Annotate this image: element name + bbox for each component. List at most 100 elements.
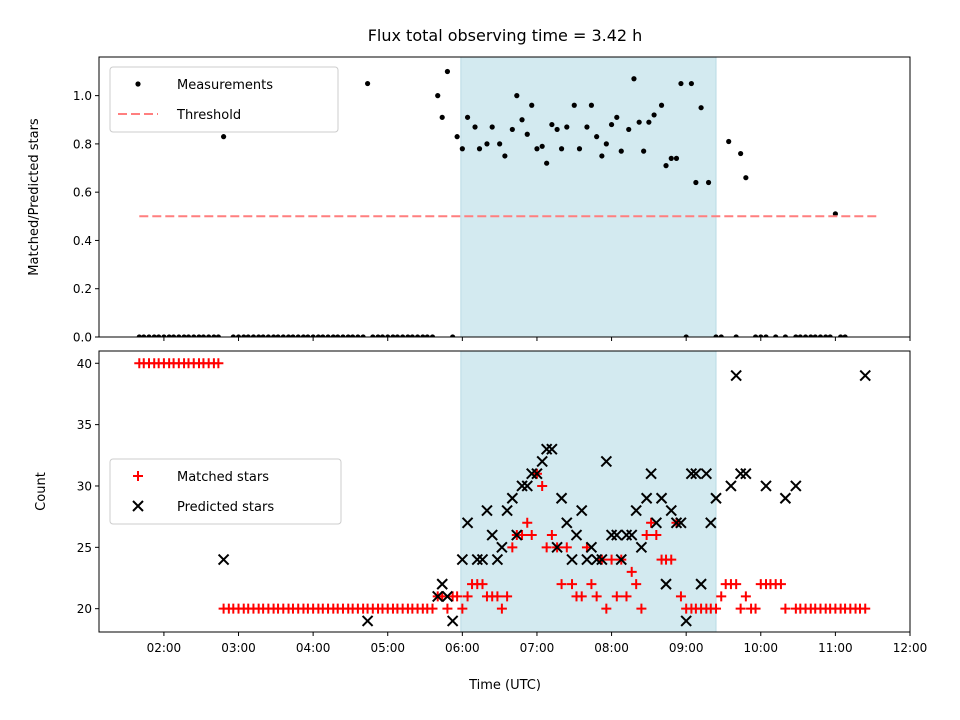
measurements-point	[141, 334, 147, 337]
measurements-point	[345, 334, 351, 337]
series-layer	[134, 358, 871, 627]
y-tick-label: 40	[77, 357, 92, 371]
measurements-point	[539, 143, 545, 149]
measurements-point	[444, 68, 451, 75]
measurements-point	[718, 334, 724, 337]
legend: Measurements Threshold	[109, 66, 339, 133]
measurements-point	[355, 334, 361, 337]
predicted-stars-point	[730, 369, 742, 382]
measurements-point	[350, 334, 356, 337]
predicted-stars-point	[361, 615, 374, 627]
chart-panels: 0.0 0.2 0.4 0.6 0.8 1.0 Matched/Predicted star…	[27, 56, 928, 655]
measurements-point	[166, 334, 172, 337]
predicted-stars-point	[570, 529, 583, 541]
predicted-stars-point	[506, 492, 519, 504]
predicted-stars-point	[670, 517, 683, 529]
matched-stars-point	[496, 603, 507, 614]
measurements-point	[181, 334, 187, 337]
predicted-stars-point	[626, 529, 638, 541]
measurements-point	[571, 102, 577, 108]
measurements-point	[509, 126, 515, 133]
legend-box	[109, 458, 342, 525]
measurements-point	[524, 131, 530, 137]
measurements-point	[424, 334, 430, 337]
matched-stars-point	[576, 591, 587, 602]
measurements-point	[230, 334, 236, 337]
matched-stars-point	[457, 603, 468, 614]
x-tick-label: 12:00	[893, 641, 928, 655]
measurements-point	[280, 334, 286, 337]
measurements-point	[171, 334, 177, 337]
measurements-point	[842, 334, 848, 337]
measurements-point	[608, 121, 615, 128]
y-tick-label: 0.8	[73, 137, 92, 151]
predicted-stars-point	[476, 553, 489, 566]
predicted-stars-point	[486, 529, 498, 541]
matched-stars-point	[636, 603, 647, 614]
measurements-point	[534, 146, 540, 152]
measurements-point	[360, 334, 366, 337]
measurements-point	[489, 124, 495, 130]
measurements-point	[484, 141, 490, 147]
measurements-point	[758, 334, 764, 337]
measurements-point	[797, 334, 803, 337]
predicted-stars-point	[700, 467, 713, 480]
matched-stars-point	[452, 591, 463, 602]
predicted-stars-point	[635, 541, 648, 554]
y-tick-label: 0.6	[73, 186, 92, 200]
measurements-point	[215, 334, 221, 337]
matched-stars-point	[213, 358, 224, 369]
legend-swatch	[133, 471, 143, 481]
chart-title: Flux total observing time = 3.42 h	[368, 26, 643, 45]
measurements-point	[812, 334, 818, 337]
measurements-point	[250, 334, 257, 337]
y-axis-label: Matched/Predicted stars	[27, 118, 42, 276]
measurements-point	[400, 334, 406, 337]
predicted-stars-point	[446, 615, 459, 627]
axes-frame	[98, 56, 911, 338]
measurements-point	[688, 80, 694, 87]
predicted-stars-point	[655, 492, 668, 504]
matched-stars-point	[675, 591, 686, 602]
measurements-point	[713, 334, 719, 337]
measurements-point	[705, 179, 712, 186]
measurements-point	[196, 334, 202, 337]
measurements-point	[773, 334, 779, 337]
predicted-stars-point	[611, 529, 623, 541]
x-tick-label: 03:00	[221, 641, 256, 655]
measurements-point	[668, 155, 674, 161]
matched-stars-point	[621, 591, 632, 602]
measurements-point	[726, 138, 732, 145]
x-tick-label: 07:00	[520, 641, 555, 655]
predicted-stars-point	[734, 467, 747, 480]
matched-stars-point	[716, 591, 727, 602]
predicted-stars-point	[675, 517, 687, 529]
measurements-point	[618, 148, 624, 154]
matched-stars-point	[586, 579, 597, 590]
predicted-stars-point	[536, 455, 548, 468]
predicted-stars-point	[521, 480, 533, 492]
predicted-stars-point	[576, 504, 588, 517]
measurements-point	[211, 334, 217, 337]
matched-stars-point	[522, 517, 533, 528]
legend-swatch	[135, 81, 141, 87]
legend-swatch	[132, 500, 144, 512]
measurements-point	[793, 334, 799, 337]
measurements-point	[454, 134, 460, 140]
matched-stars-point	[541, 542, 552, 553]
matched-stars-point	[537, 480, 548, 491]
measurements-point	[241, 334, 247, 337]
measurements-point	[450, 334, 456, 337]
legend-label: Predicted stars	[177, 500, 274, 515]
predicted-stars-point	[461, 517, 474, 529]
measurements-point	[370, 334, 376, 337]
measurements-point	[459, 146, 465, 152]
predicted-stars-point	[630, 504, 642, 517]
measurements-point	[823, 334, 829, 337]
measurements-point	[544, 160, 550, 166]
predicted-stars-point	[695, 578, 707, 590]
measurements-point	[136, 334, 142, 337]
measurements-point	[763, 334, 769, 337]
predicted-stars-point	[526, 467, 538, 480]
measurements-point	[626, 126, 632, 133]
